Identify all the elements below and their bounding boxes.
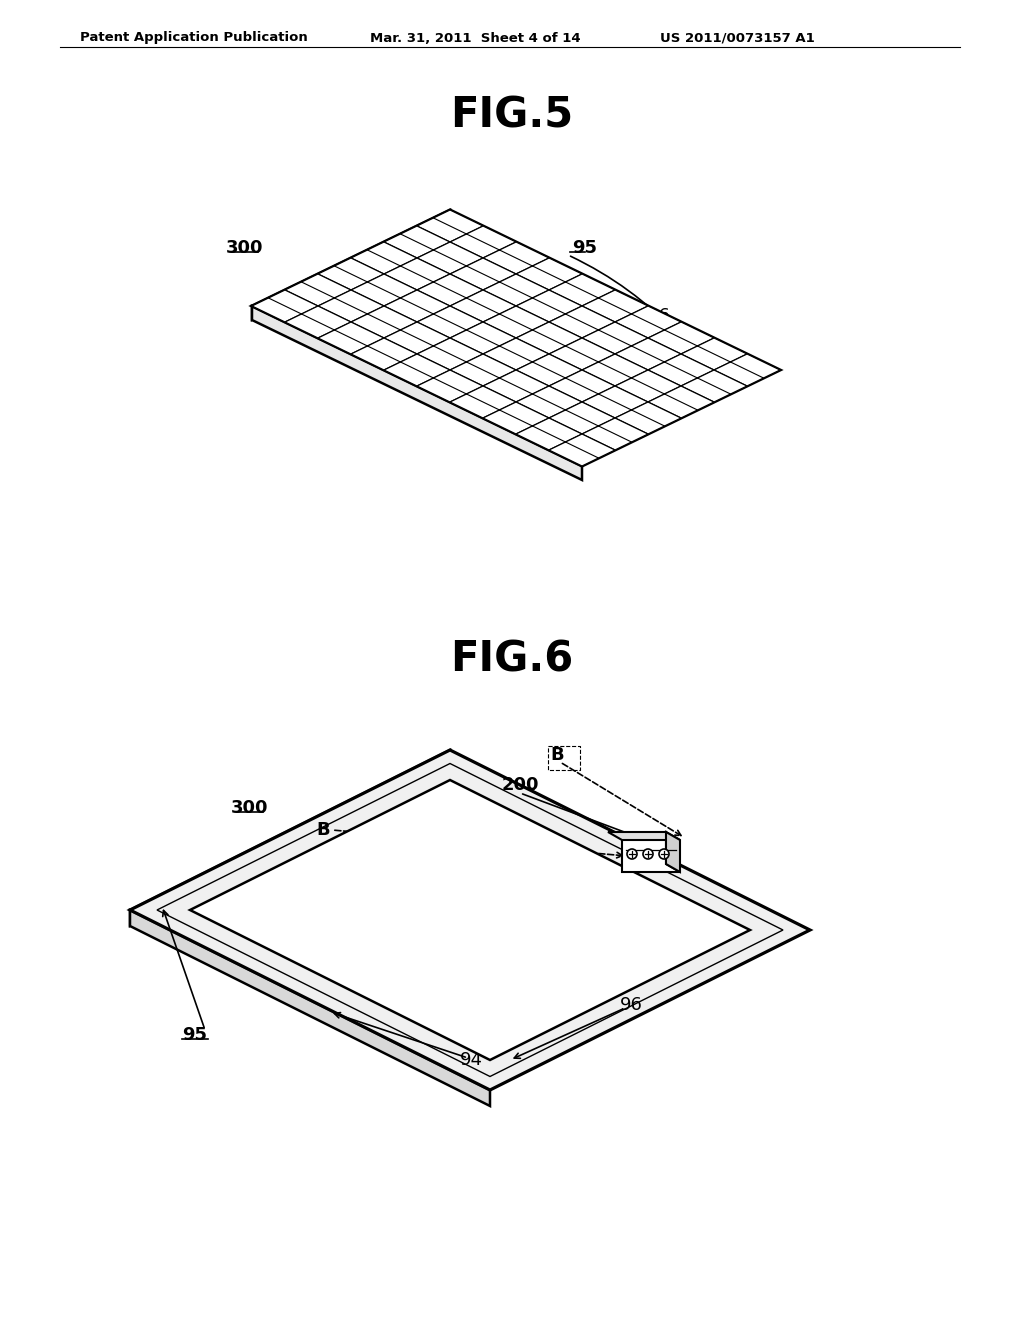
- Polygon shape: [549, 275, 615, 306]
- Polygon shape: [516, 385, 582, 418]
- Polygon shape: [417, 306, 483, 338]
- Polygon shape: [622, 832, 680, 873]
- Polygon shape: [516, 354, 582, 385]
- Polygon shape: [483, 242, 549, 275]
- Polygon shape: [130, 750, 450, 927]
- Polygon shape: [450, 257, 516, 290]
- Polygon shape: [483, 338, 549, 370]
- Text: 300: 300: [231, 799, 268, 817]
- Polygon shape: [285, 275, 351, 306]
- Text: Mar. 31, 2011  Sheet 4 of 14: Mar. 31, 2011 Sheet 4 of 14: [370, 32, 581, 45]
- Polygon shape: [384, 257, 450, 290]
- Text: Patent Application Publication: Patent Application Publication: [80, 32, 308, 45]
- Polygon shape: [615, 306, 681, 338]
- Polygon shape: [450, 290, 516, 322]
- Polygon shape: [648, 385, 714, 418]
- Polygon shape: [417, 338, 483, 370]
- Polygon shape: [384, 290, 450, 322]
- Polygon shape: [450, 322, 516, 354]
- Polygon shape: [516, 322, 582, 354]
- Polygon shape: [681, 370, 746, 403]
- Polygon shape: [549, 338, 615, 370]
- Text: 94: 94: [460, 1051, 483, 1069]
- Text: FIG.5: FIG.5: [451, 94, 573, 136]
- Circle shape: [659, 849, 669, 859]
- Polygon shape: [582, 322, 648, 354]
- Polygon shape: [483, 275, 549, 306]
- Text: 95: 95: [572, 239, 597, 257]
- Polygon shape: [483, 370, 549, 403]
- Polygon shape: [318, 257, 384, 290]
- Text: 300: 300: [226, 239, 264, 257]
- Polygon shape: [582, 418, 648, 450]
- Polygon shape: [549, 370, 615, 403]
- Polygon shape: [582, 385, 648, 418]
- Polygon shape: [351, 275, 417, 306]
- Polygon shape: [417, 275, 483, 306]
- Polygon shape: [516, 290, 582, 322]
- Text: 91: 91: [648, 387, 671, 405]
- Text: 200: 200: [502, 776, 539, 795]
- Polygon shape: [608, 832, 680, 840]
- Polygon shape: [285, 306, 351, 338]
- Text: US 2011/0073157 A1: US 2011/0073157 A1: [660, 32, 815, 45]
- Polygon shape: [417, 210, 483, 242]
- Polygon shape: [450, 226, 516, 257]
- Polygon shape: [516, 418, 582, 450]
- Polygon shape: [582, 290, 648, 322]
- Polygon shape: [252, 210, 780, 466]
- Polygon shape: [318, 322, 384, 354]
- Polygon shape: [483, 306, 549, 338]
- Polygon shape: [648, 354, 714, 385]
- Circle shape: [627, 849, 637, 859]
- Polygon shape: [384, 354, 450, 385]
- Text: FIG.6: FIG.6: [451, 639, 573, 681]
- Text: B: B: [316, 821, 330, 840]
- Polygon shape: [130, 750, 810, 1090]
- Polygon shape: [190, 780, 750, 1060]
- Polygon shape: [417, 370, 483, 403]
- Polygon shape: [252, 290, 318, 322]
- Polygon shape: [714, 354, 780, 385]
- Polygon shape: [648, 322, 714, 354]
- Polygon shape: [252, 210, 450, 319]
- Text: 96: 96: [648, 308, 671, 325]
- Polygon shape: [351, 338, 417, 370]
- Polygon shape: [351, 306, 417, 338]
- Polygon shape: [130, 909, 490, 1106]
- Polygon shape: [549, 434, 615, 466]
- Polygon shape: [615, 403, 681, 434]
- Text: 96: 96: [620, 997, 643, 1014]
- Polygon shape: [549, 306, 615, 338]
- Polygon shape: [681, 338, 746, 370]
- Polygon shape: [615, 370, 681, 403]
- Text: B: B: [550, 746, 563, 764]
- Polygon shape: [384, 226, 450, 257]
- Circle shape: [643, 849, 653, 859]
- Polygon shape: [483, 403, 549, 434]
- Text: 95: 95: [182, 1026, 208, 1044]
- Polygon shape: [582, 354, 648, 385]
- Polygon shape: [450, 354, 516, 385]
- Polygon shape: [384, 322, 450, 354]
- Polygon shape: [252, 306, 582, 480]
- Polygon shape: [417, 242, 483, 275]
- Polygon shape: [351, 242, 417, 275]
- Polygon shape: [666, 832, 680, 873]
- Polygon shape: [549, 403, 615, 434]
- Polygon shape: [516, 257, 582, 290]
- Polygon shape: [318, 290, 384, 322]
- Polygon shape: [615, 338, 681, 370]
- Polygon shape: [450, 385, 516, 418]
